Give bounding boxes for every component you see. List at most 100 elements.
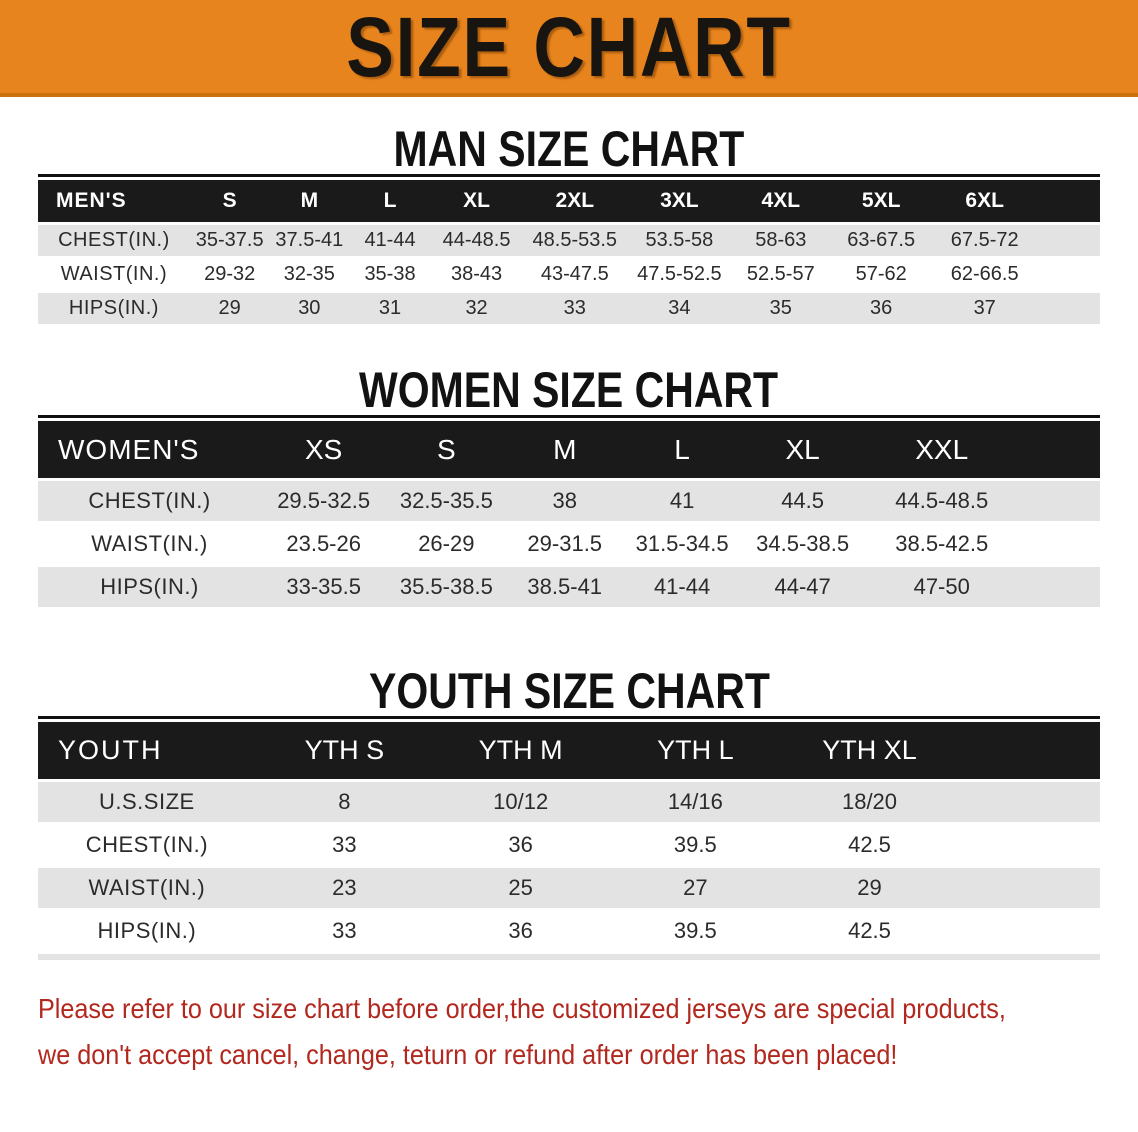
- table-cell: 41-44: [349, 225, 431, 256]
- table-cell: 35-38: [349, 259, 431, 290]
- table-cell: 27: [608, 868, 783, 908]
- youth-header-row: YOUTH YTH S YTH M YTH L YTH XL: [38, 722, 1100, 779]
- table-cell: 8: [255, 782, 434, 822]
- table-cell: 10/12: [433, 782, 609, 822]
- table-cell: 18/20: [782, 782, 957, 822]
- table-cell: 41: [623, 481, 742, 521]
- table-cell: 33: [255, 911, 434, 951]
- column-header: XXL: [864, 421, 1020, 478]
- table-row: WAIST(IN.) 29-32 32-35 35-38 38-43 43-47…: [38, 259, 1100, 290]
- spacer-cell: [1019, 421, 1100, 478]
- youth-section-heading: YOUTH SIZE CHART: [0, 666, 1138, 716]
- table-cell: 34.5-38.5: [741, 524, 865, 564]
- size-chart-banner: SIZE CHART: [0, 0, 1138, 97]
- table-cell: 47-50: [864, 567, 1020, 607]
- row-label: CHEST(IN.): [38, 481, 262, 521]
- table-cell: 44-48.5: [430, 225, 523, 256]
- table-cell: 62-66.5: [932, 259, 1038, 290]
- table-cell: 32: [430, 293, 523, 324]
- table-cell: 57-62: [830, 259, 933, 290]
- table-cell: 29.5-32.5: [261, 481, 387, 521]
- column-header: YTH M: [433, 722, 609, 779]
- spacer-cell: [1019, 481, 1100, 521]
- table-cell: 30: [269, 293, 350, 324]
- table-cell: 35.5-38.5: [386, 567, 507, 607]
- column-header: YTH L: [608, 722, 783, 779]
- table-cell: 23.5-26: [261, 524, 387, 564]
- women-section-heading: WOMEN SIZE CHART: [0, 365, 1138, 415]
- table-cell: 67.5-72: [932, 225, 1038, 256]
- row-label: HIPS(IN.): [38, 567, 262, 607]
- spacer-cell: [1019, 567, 1100, 607]
- row-label: WAIST(IN.): [38, 524, 262, 564]
- table-cell: 44.5: [741, 481, 865, 521]
- column-header: YTH XL: [782, 722, 957, 779]
- table-cell: 36: [433, 825, 609, 865]
- table-cell: 43-47.5: [522, 259, 628, 290]
- table-row: HIPS(IN.) 33 36 39.5 42.5: [38, 911, 1100, 951]
- table-cell: 38.5-41: [506, 567, 624, 607]
- spacer-cell: [1037, 259, 1100, 290]
- column-header: 6XL: [932, 180, 1038, 222]
- womens-header-row: WOMEN'S XS S M L XL XXL: [38, 421, 1100, 478]
- youth-size-table: YOUTH YTH S YTH M YTH L YTH XL U.S.SIZE …: [38, 716, 1100, 960]
- column-header: L: [349, 180, 431, 222]
- column-header: XL: [741, 421, 865, 478]
- table-cell: 29-32: [189, 259, 270, 290]
- disclaimer-note: Please refer to our size chart before or…: [0, 986, 1138, 1078]
- table-row: CHEST(IN.) 33 36 39.5 42.5: [38, 825, 1100, 865]
- row-label: CHEST(IN.): [38, 825, 256, 865]
- table-cell: 25: [433, 868, 609, 908]
- row-label: WAIST(IN.): [38, 868, 256, 908]
- table-cell: 39.5: [608, 911, 783, 951]
- column-header: YTH S: [255, 722, 434, 779]
- table-cell: 63-67.5: [830, 225, 933, 256]
- column-header: 2XL: [522, 180, 628, 222]
- spacer-cell: [1037, 293, 1100, 324]
- column-header: L: [623, 421, 742, 478]
- table-cell: 39.5: [608, 825, 783, 865]
- spacer-cell: [956, 868, 1100, 908]
- disclaimer-line-2: we don't accept cancel, change, teturn o…: [38, 1039, 898, 1070]
- mens-table-label: MEN'S: [38, 180, 190, 222]
- man-section-heading: MAN SIZE CHART: [0, 124, 1138, 174]
- table-cell: 33: [522, 293, 628, 324]
- spacer-cell: [1037, 180, 1100, 222]
- table-row: WAIST(IN.) 23 25 27 29: [38, 868, 1100, 908]
- table-cell: 53.5-58: [627, 225, 732, 256]
- table-cell: 33: [255, 825, 434, 865]
- table-cell: 29: [782, 868, 957, 908]
- table-cell: 29: [189, 293, 270, 324]
- table-cell: 35: [731, 293, 831, 324]
- row-label: CHEST(IN.): [38, 225, 190, 256]
- column-header: 4XL: [731, 180, 831, 222]
- column-header: S: [386, 421, 507, 478]
- table-cell: 32.5-35.5: [386, 481, 507, 521]
- disclaimer-line-1: Please refer to our size chart before or…: [38, 993, 1006, 1024]
- table-cell: 48.5-53.5: [522, 225, 628, 256]
- mens-size-table: MEN'S S M L XL 2XL 3XL 4XL 5XL 6XL CHEST…: [38, 174, 1100, 327]
- table-cell: 42.5: [782, 911, 957, 951]
- table-cell: 29-31.5: [506, 524, 624, 564]
- table-cell: 36: [433, 911, 609, 951]
- table-cell: 26-29: [386, 524, 507, 564]
- table-cell: 47.5-52.5: [627, 259, 732, 290]
- column-header: M: [269, 180, 350, 222]
- table-cell: 37.5-41: [269, 225, 350, 256]
- table-cell: 58-63: [731, 225, 831, 256]
- row-label: HIPS(IN.): [38, 293, 190, 324]
- womens-size-table: WOMEN'S XS S M L XL XXL CHEST(IN.) 29.5-…: [38, 415, 1100, 610]
- column-header: M: [506, 421, 624, 478]
- table-cell: 37: [932, 293, 1038, 324]
- table-row: HIPS(IN.) 33-35.5 35.5-38.5 38.5-41 41-4…: [38, 567, 1100, 607]
- women-heading-text: WOMEN SIZE CHART: [359, 362, 779, 418]
- table-cell: 44.5-48.5: [864, 481, 1020, 521]
- column-header: 5XL: [830, 180, 933, 222]
- table-cell: 31.5-34.5: [623, 524, 742, 564]
- column-header: XL: [430, 180, 523, 222]
- table-cell: 42.5: [782, 825, 957, 865]
- man-heading-text: MAN SIZE CHART: [393, 121, 745, 177]
- mens-header-row: MEN'S S M L XL 2XL 3XL 4XL 5XL 6XL: [38, 180, 1100, 222]
- table-cell: 34: [627, 293, 732, 324]
- table-cell: 14/16: [608, 782, 783, 822]
